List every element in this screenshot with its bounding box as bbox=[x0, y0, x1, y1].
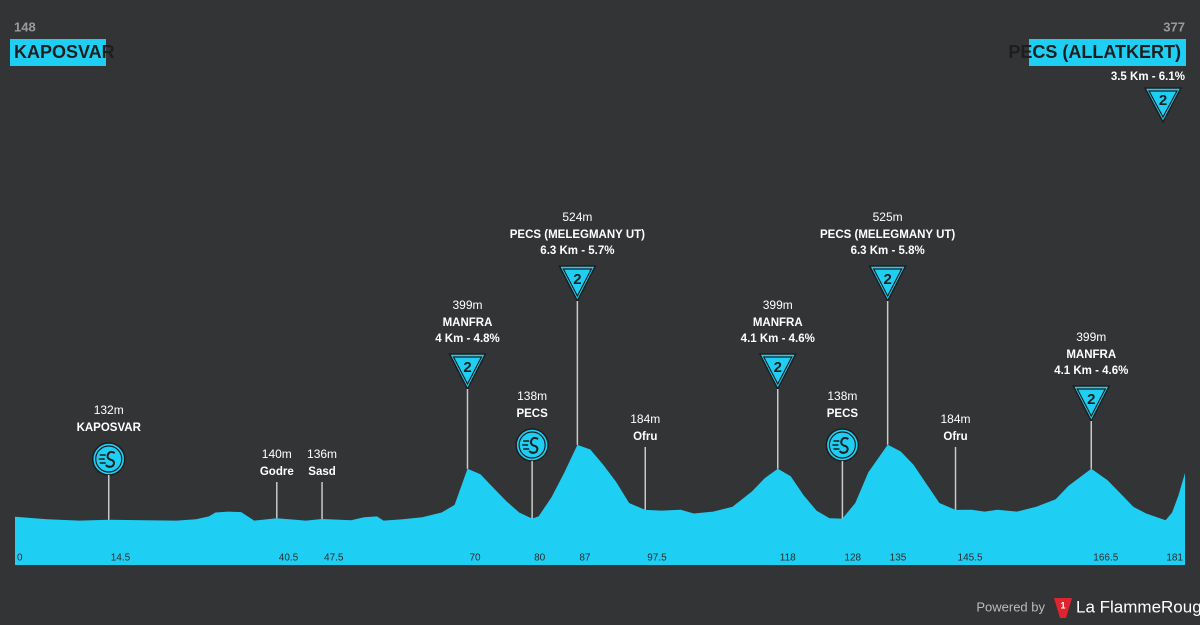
point-name: Sasd bbox=[308, 466, 336, 478]
x-tick-label: 47.5 bbox=[324, 553, 344, 564]
point-name: MANFRA bbox=[753, 317, 803, 329]
finish-climb: 3.5 Km - 6.1% bbox=[1111, 71, 1185, 83]
point-climb: 4.1 Km - 4.6% bbox=[741, 333, 815, 345]
point-elevation: 136m bbox=[307, 447, 337, 461]
x-tick-label: 181 bbox=[1166, 553, 1183, 564]
point-elevation: 184m bbox=[630, 412, 660, 426]
x-tick-label: 135 bbox=[890, 553, 907, 564]
point-name: Ofru bbox=[633, 431, 657, 443]
x-tick-label: 40.5 bbox=[279, 553, 299, 564]
climb-icon bbox=[448, 353, 487, 391]
point-name: PECS bbox=[516, 408, 548, 420]
elevation-area bbox=[15, 444, 1185, 565]
point-climb: 6.3 Km - 5.8% bbox=[851, 245, 925, 257]
x-tick-label: 128 bbox=[844, 553, 861, 564]
point-elevation: 184m bbox=[941, 412, 971, 426]
x-tick-label: 118 bbox=[780, 553, 796, 564]
climb-category: 2 bbox=[573, 271, 581, 288]
x-tick-label: 0 bbox=[17, 553, 23, 564]
point-name: Ofru bbox=[943, 431, 967, 443]
point-elevation: 132m bbox=[94, 403, 124, 417]
climb-icon bbox=[558, 265, 597, 303]
point-climb: 4.1 Km - 4.6% bbox=[1054, 365, 1128, 377]
point-elevation: 140m bbox=[262, 447, 292, 461]
x-tick-label: 145.5 bbox=[958, 553, 983, 564]
point-elevation: 399m bbox=[452, 298, 482, 312]
x-tick-label: 87 bbox=[579, 553, 591, 564]
point-climb: 6.3 Km - 5.7% bbox=[540, 245, 614, 257]
point-name: PECS (MELEGMANY UT) bbox=[820, 229, 955, 241]
point-name: MANFRA bbox=[1066, 349, 1116, 361]
climb-category: 2 bbox=[463, 359, 471, 376]
x-tick-label: 97.5 bbox=[647, 553, 667, 564]
point-elevation: 399m bbox=[763, 298, 793, 312]
x-tick-label: 70 bbox=[469, 553, 481, 564]
climb-category: 2 bbox=[774, 359, 782, 376]
start-elevation: 148 bbox=[14, 19, 36, 34]
start-box bbox=[10, 39, 106, 66]
sprint-icon-inner bbox=[95, 445, 123, 473]
climb-icon bbox=[758, 353, 797, 391]
x-tick-label: 80 bbox=[534, 553, 546, 564]
point-elevation: 525m bbox=[873, 210, 903, 224]
point-name: PECS (MELEGMANY UT) bbox=[510, 229, 645, 241]
sprint-icon-s bbox=[528, 436, 539, 454]
finish-name: PECS (ALLATKERT) bbox=[1008, 42, 1181, 62]
point-climb: 4 Km - 4.8% bbox=[435, 333, 500, 345]
powered-by: Powered by bbox=[976, 599, 1045, 614]
sprint-icon-s bbox=[838, 436, 849, 454]
brand-logo bbox=[1054, 598, 1072, 618]
x-tick-label: 14.5 bbox=[111, 553, 131, 564]
finish-climb-icon-inner bbox=[1147, 90, 1179, 119]
start-name: KAPOSVAR bbox=[14, 42, 115, 62]
finish-box bbox=[1029, 39, 1186, 66]
point-name: Godre bbox=[260, 466, 294, 478]
point-elevation: 524m bbox=[562, 210, 592, 224]
point-name: KAPOSVAR bbox=[77, 422, 142, 434]
finish-elevation: 377 bbox=[1163, 19, 1185, 34]
climb-icon bbox=[868, 265, 907, 303]
point-name: PECS bbox=[827, 408, 859, 420]
climb-category: 2 bbox=[883, 271, 891, 288]
finish-climb-icon bbox=[1143, 87, 1183, 124]
x-tick-label: 166.5 bbox=[1093, 553, 1118, 564]
point-elevation: 138m bbox=[517, 389, 547, 403]
climb-icon-inner bbox=[1076, 388, 1107, 418]
brand-logo-mark: 1 bbox=[1060, 600, 1065, 610]
sprint-icon-lines bbox=[522, 440, 530, 450]
climb-icon-inner bbox=[452, 356, 483, 386]
brand-name: La FlammeRouge bbox=[1076, 597, 1200, 616]
sprint-icon-s bbox=[105, 450, 116, 468]
sprint-icon-inner bbox=[828, 431, 857, 459]
plot: 0 14.5 40.5 47.5 70 80 87 97.5 118 128 135 145.5 166… bbox=[15, 210, 1185, 565]
sprint-icon-inner bbox=[518, 431, 546, 459]
point-name: MANFRA bbox=[443, 317, 493, 329]
climb-category: 2 bbox=[1087, 391, 1095, 408]
sprint-icon-lines bbox=[832, 440, 840, 450]
climb-icon bbox=[1072, 385, 1111, 423]
climb-icon-inner bbox=[562, 268, 593, 298]
sprint-icon-lines bbox=[98, 454, 106, 464]
climb-icon-inner bbox=[762, 356, 793, 386]
finish-category: 2 bbox=[1159, 92, 1167, 109]
climb-icon-inner bbox=[872, 268, 903, 298]
point-elevation: 138m bbox=[827, 389, 857, 403]
point-elevation: 399m bbox=[1076, 330, 1106, 344]
